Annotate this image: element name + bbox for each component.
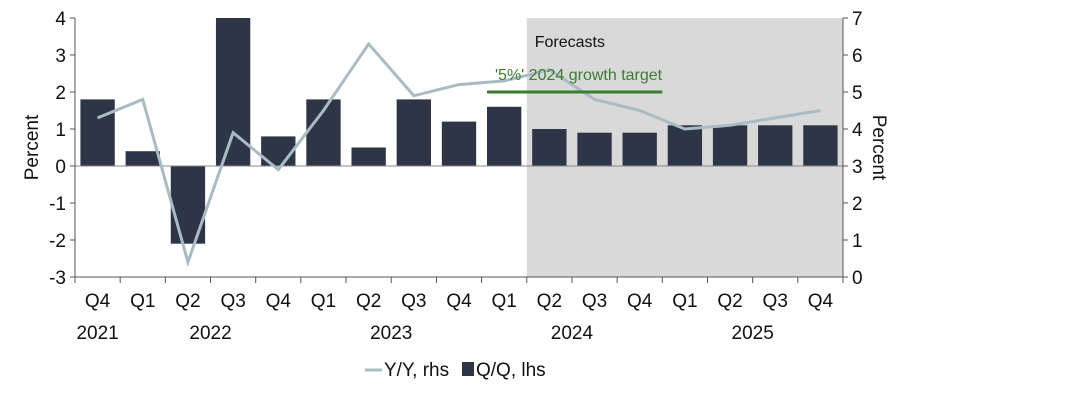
right-tick-label: 7	[852, 9, 863, 30]
x-year-label: 2024	[551, 323, 594, 344]
x-axis-year-labels: 2021 2022 2023 2024 2025	[76, 323, 773, 344]
x-axis-ticks: Q4 Q1 Q2 Q3 Q4 Q1 Q2 Q3 Q4 Q1 Q2 Q3 Q4 Q1 Q2 Q3 Q4	[74, 277, 844, 312]
qq-bar	[80, 99, 115, 166]
right-tick-label: 2	[852, 194, 863, 215]
legend-qq-swatch	[462, 362, 474, 376]
legend-qq-label: Q/Q, lhs	[476, 360, 546, 381]
x-year-label: 2022	[189, 323, 231, 344]
legend: Y/Y, rhs Q/Q, lhs	[365, 360, 546, 381]
right-tick-label: 3	[852, 157, 863, 178]
x-tick-label: Q2	[717, 291, 742, 312]
growth-target-label: '5%' 2024 growth target	[495, 67, 663, 84]
x-tick-label: Q4	[627, 291, 653, 312]
qq-bar	[667, 125, 703, 166]
left-tick-label: 2	[55, 83, 66, 104]
qq-bar	[396, 99, 431, 166]
x-year-label: 2025	[732, 323, 774, 344]
left-tick-label: 0	[55, 157, 66, 178]
x-year-label: 2023	[370, 323, 412, 344]
right-axis-title: Percent	[868, 115, 889, 181]
right-tick-label: 4	[852, 120, 863, 141]
x-tick-label: Q4	[808, 291, 834, 312]
x-tick-label: Q2	[537, 291, 562, 312]
x-tick-label: Q4	[446, 291, 472, 312]
x-tick-label: Q3	[582, 291, 607, 312]
left-tick-label: -3	[49, 268, 66, 289]
x-tick-label: Q3	[220, 291, 245, 312]
x-tick-label: Q1	[491, 291, 516, 312]
left-tick-label: 1	[55, 120, 66, 141]
left-tick-label: -1	[49, 194, 66, 215]
qq-bar	[441, 121, 477, 166]
forecast-label: Forecasts	[535, 34, 605, 51]
yy-series-line	[97, 41, 821, 268]
x-tick-label: Q3	[401, 291, 426, 312]
qq-bar	[758, 125, 793, 166]
left-tick-label: -2	[49, 231, 66, 252]
qq-bar	[803, 125, 838, 166]
qq-bar	[125, 151, 160, 166]
right-axis-ticks: 0 1 2 3 4 5 6 7	[843, 9, 863, 289]
legend-yy-label: Y/Y, rhs	[384, 360, 449, 381]
x-tick-label: Q1	[311, 291, 336, 312]
x-year-label: 2021	[76, 323, 118, 344]
right-tick-label: 0	[852, 268, 863, 289]
x-tick-label: Q4	[266, 291, 292, 312]
qq-bar	[577, 132, 612, 166]
left-axis-ticks: -3 -2 -1 0 1 2 3 4	[49, 9, 75, 289]
right-tick-label: 5	[852, 83, 863, 104]
x-tick-label: Q1	[130, 291, 155, 312]
qq-bar	[622, 132, 657, 166]
x-tick-label: Q2	[356, 291, 381, 312]
x-tick-label: Q1	[672, 291, 697, 312]
right-tick-label: 1	[852, 231, 863, 252]
left-tick-label: 3	[55, 46, 66, 67]
qq-bar	[532, 129, 567, 166]
left-axis-title: Percent	[22, 114, 43, 180]
x-tick-label: Q3	[763, 291, 788, 312]
left-tick-label: 4	[55, 9, 66, 30]
qq-bar	[351, 147, 386, 166]
x-tick-label: Q4	[85, 291, 111, 312]
qq-bar	[712, 125, 748, 166]
qq-bar	[487, 106, 522, 166]
x-tick-label: Q2	[175, 291, 200, 312]
right-tick-label: 6	[852, 46, 863, 67]
